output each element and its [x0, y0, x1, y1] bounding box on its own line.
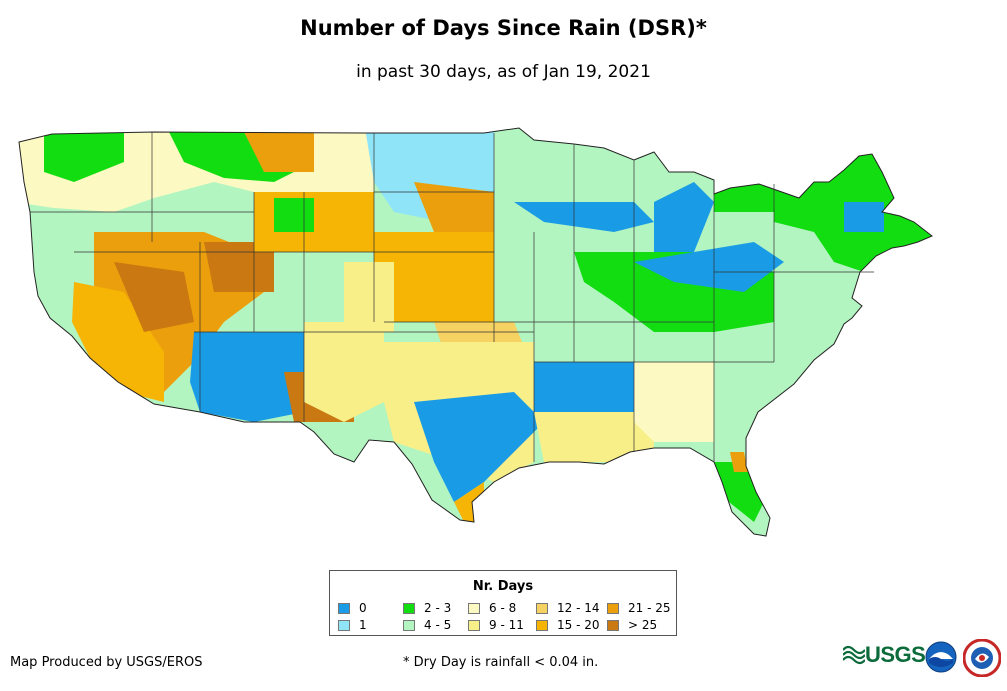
- legend-swatch: [403, 619, 415, 631]
- usgs-wave-icon: [843, 645, 865, 665]
- legend-swatch: [607, 619, 619, 631]
- legend-label: 0: [359, 601, 367, 615]
- legend-label: 21 - 25: [628, 601, 671, 615]
- legend-swatch: [536, 602, 548, 614]
- legend-label: 6 - 8: [489, 601, 517, 615]
- legend-label: 12 - 14: [557, 601, 600, 615]
- legend-swatch: [338, 619, 350, 631]
- legend-item-9: > 25: [607, 618, 657, 632]
- legend-swatch: [468, 602, 480, 614]
- legend-swatch: [607, 602, 619, 614]
- legend-label: 1: [359, 618, 367, 632]
- legend-title: Nr. Days: [472, 579, 534, 594]
- legend-swatch: [536, 619, 548, 631]
- noaa-logo: [925, 641, 957, 673]
- legend-swatch: [403, 602, 415, 614]
- legend: Nr. Days 0 1 2 - 3 4 - 5 6 - 8 9 - 11 12…: [329, 570, 677, 636]
- legend-item-5: 9 - 11: [468, 618, 524, 632]
- legend-item-6: 12 - 14: [536, 601, 600, 615]
- map-title: Number of Days Since Rain (DSR)*: [300, 16, 707, 40]
- legend-label: 2 - 3: [424, 601, 452, 615]
- legend-label: 9 - 11: [489, 618, 524, 632]
- legend-swatch: [468, 619, 480, 631]
- map-credit: Map Produced by USGS/EROS: [10, 655, 203, 670]
- legend-item-1: 1: [338, 618, 367, 632]
- legend-item-3: 4 - 5: [403, 618, 451, 632]
- usgs-wordmark: USGS: [865, 642, 926, 667]
- legend-item-4: 6 - 8: [468, 601, 516, 615]
- legend-label: 15 - 20: [557, 618, 600, 632]
- legend-item-7: 15 - 20: [536, 618, 600, 632]
- legend-item-8: 21 - 25: [607, 601, 671, 615]
- map-subtitle: in past 30 days, as of Jan 19, 2021: [356, 62, 651, 82]
- state-boundaries: [30, 132, 874, 462]
- dry-day-footnote: * Dry Day is rainfall < 0.04 in.: [403, 655, 599, 670]
- nws-logo: [963, 639, 1001, 677]
- legend-item-0: 0: [338, 601, 367, 615]
- legend-label: 4 - 5: [424, 618, 452, 632]
- us-dsr-map: [18, 127, 933, 537]
- legend-swatch: [338, 602, 350, 614]
- usgs-logo: USGS: [843, 642, 926, 668]
- legend-label: > 25: [628, 618, 658, 632]
- legend-item-2: 2 - 3: [403, 601, 451, 615]
